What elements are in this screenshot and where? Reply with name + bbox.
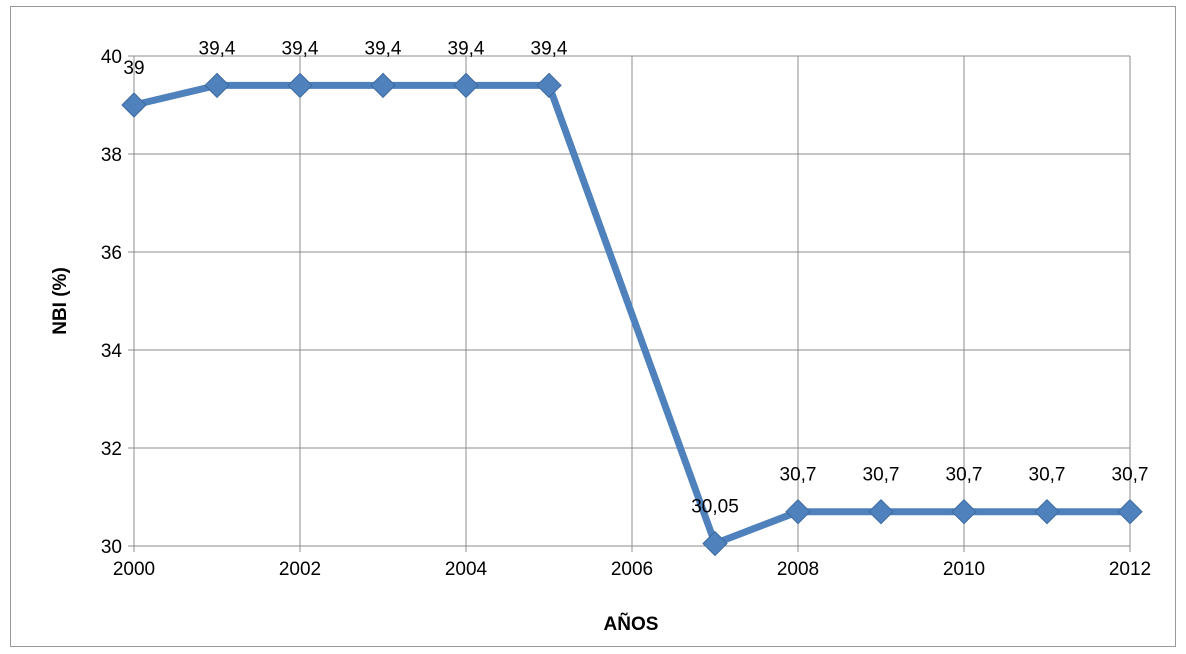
y-axis-title: NBI (%) <box>50 267 71 335</box>
y-tick-label: 32 <box>101 439 122 460</box>
series <box>121 72 1143 557</box>
data-label: 39,4 <box>448 38 485 59</box>
x-tick-label: 2010 <box>943 559 985 580</box>
grid <box>134 55 1131 546</box>
data-label: 30,05 <box>691 497 739 518</box>
data-point <box>868 498 894 525</box>
x-tick-label: 2002 <box>279 559 321 580</box>
data-point <box>951 498 977 525</box>
data-labels: 39 39,4 39,4 39,4 39,4 39,4 30,05 30,7 30,7 30,7 3… <box>123 38 1148 517</box>
x-tick-label: 2004 <box>445 559 488 580</box>
data-point <box>453 72 479 99</box>
data-point <box>702 530 728 557</box>
data-point <box>1117 498 1143 525</box>
data-point <box>536 72 562 99</box>
series-line <box>133 81 1130 547</box>
data-point <box>121 92 147 118</box>
x-tick-label: 2008 <box>777 559 819 580</box>
data-label: 30,7 <box>1029 465 1066 486</box>
data-point <box>1034 498 1060 525</box>
data-label: 39,4 <box>199 38 236 59</box>
data-label: 30,7 <box>1112 465 1149 486</box>
y-tick-label: 34 <box>101 341 123 362</box>
data-label: 30,7 <box>946 465 983 486</box>
data-point <box>204 72 230 99</box>
x-axis-title: AÑOS <box>604 613 659 635</box>
data-label: 39,4 <box>365 38 402 59</box>
data-label: 39,4 <box>282 38 319 59</box>
y-tick-label: 38 <box>101 145 122 166</box>
x-tick-label: 2012 <box>1109 559 1151 580</box>
x-tick-label: 2000 <box>113 559 155 580</box>
data-label: 39 <box>123 58 144 79</box>
y-tick-label: 30 <box>101 537 122 558</box>
y-tick-label: 36 <box>101 243 122 264</box>
data-point <box>785 498 811 525</box>
data-label: 39,4 <box>531 38 568 59</box>
x-tick-label: 2006 <box>611 559 653 580</box>
data-point <box>287 72 313 99</box>
y-tick-label: 40 <box>101 47 122 68</box>
axes: 30 32 34 36 38 40 2000 2002 2004 2006 2008 2010 2012 <box>101 47 1151 580</box>
chart-border <box>10 6 1176 647</box>
data-label: 30,7 <box>780 465 817 486</box>
data-label: 30,7 <box>863 465 900 486</box>
data-point <box>370 72 396 99</box>
